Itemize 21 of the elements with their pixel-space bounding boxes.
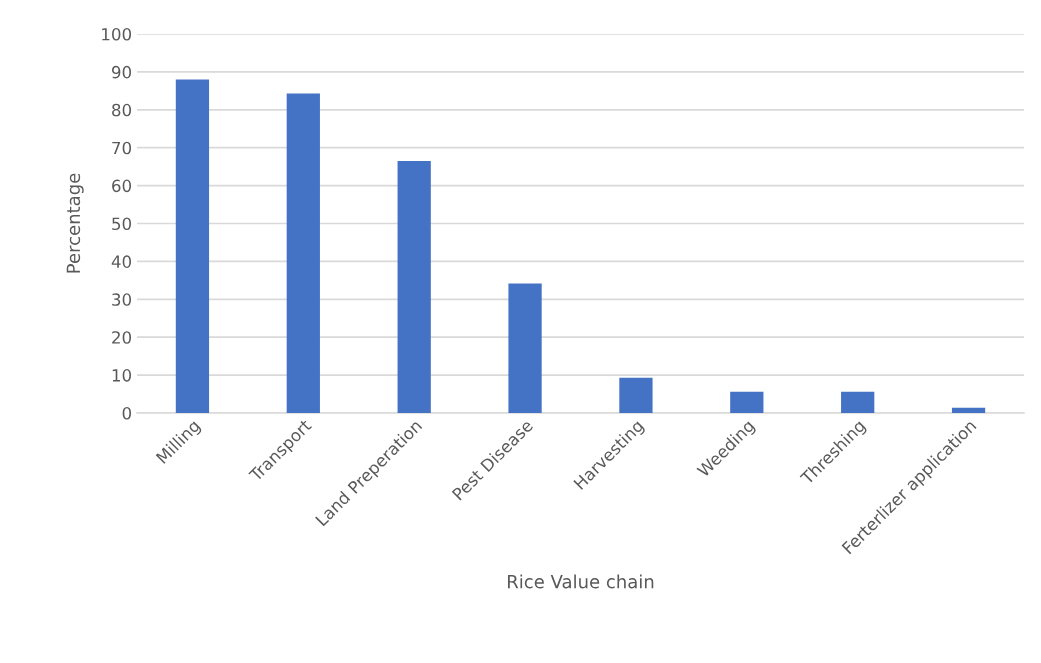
y-tick-label: 10 [112, 369, 132, 382]
bar [175, 79, 210, 413]
y-tick-label: 70 [112, 141, 132, 155]
bar [619, 377, 653, 413]
bar [951, 407, 986, 413]
bar [397, 160, 431, 413]
y-tick-label: 30 [112, 293, 132, 306]
y-tick-label: 90 [111, 65, 132, 79]
bar [508, 283, 542, 413]
y-tick-label: 20 [112, 331, 132, 344]
y-tick-label: 0 [122, 406, 132, 420]
y-axis-title: Percentage [66, 173, 84, 273]
y-tick-label: 100 [102, 27, 132, 41]
y-tick-label: 80 [112, 103, 132, 117]
y-tick-label: 60 [112, 179, 132, 193]
x-axis-title: Rice Value chain [507, 574, 654, 589]
y-tick-label: 40 [111, 255, 132, 268]
bar [841, 391, 875, 413]
y-tick-label: 50 [112, 217, 132, 231]
bar [730, 391, 764, 413]
bar [286, 93, 320, 413]
